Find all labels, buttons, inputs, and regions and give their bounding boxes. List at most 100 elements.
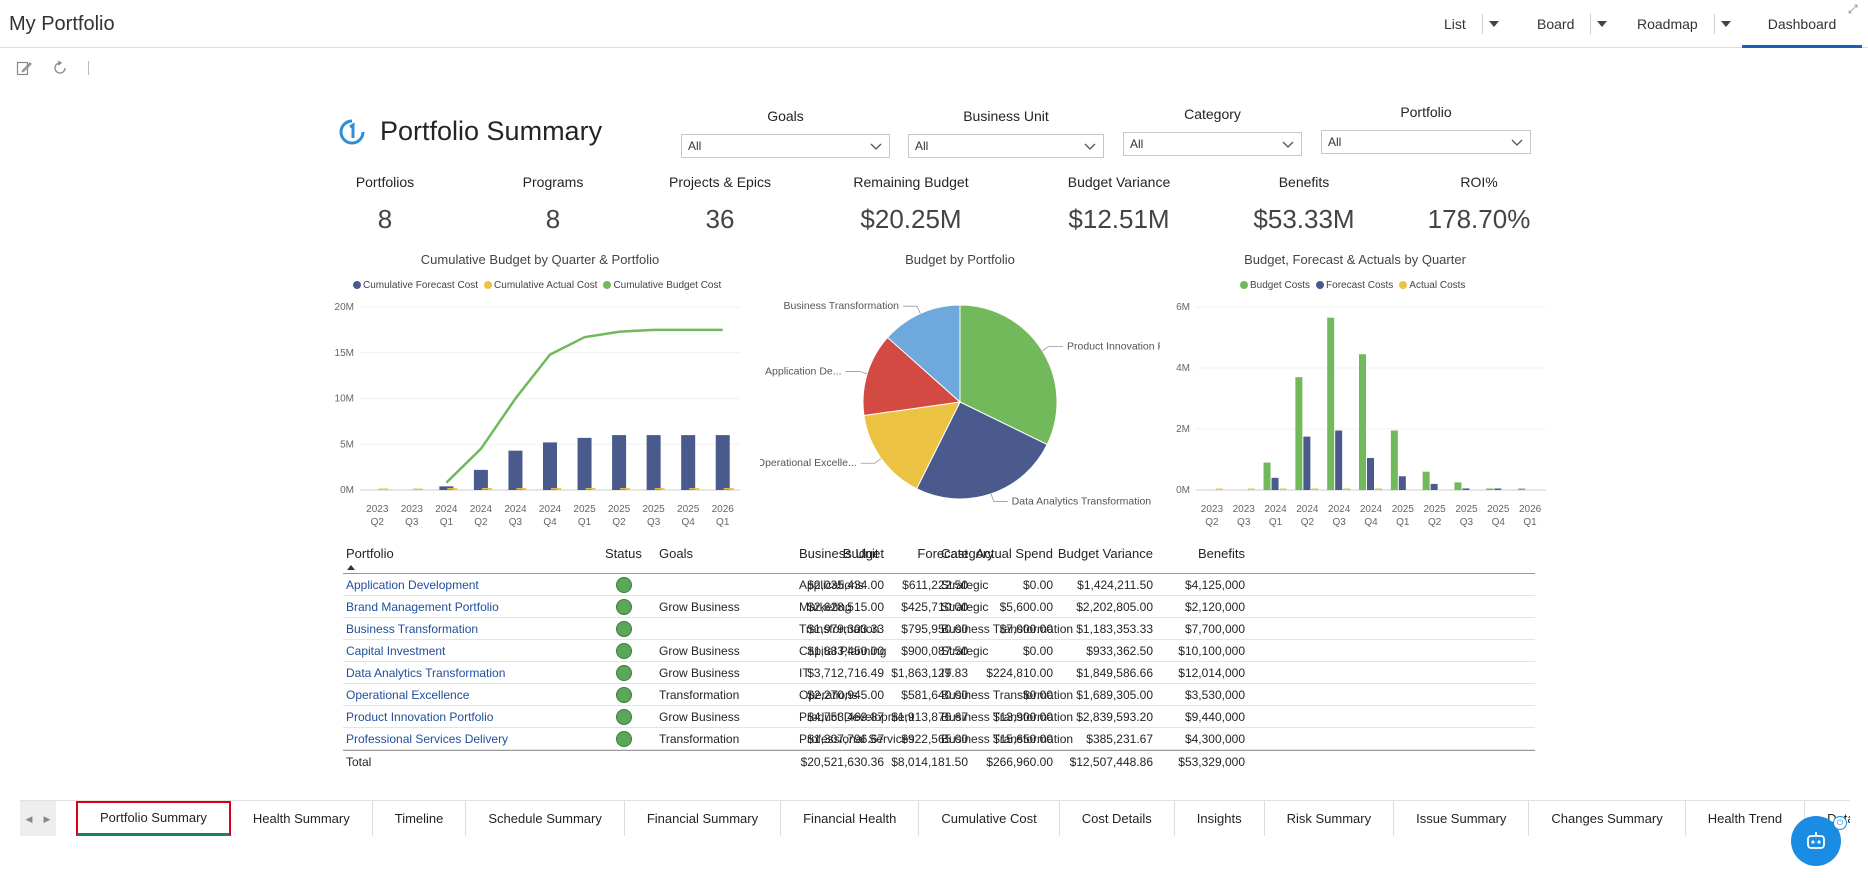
bar-forecast[interactable] — [1430, 483, 1438, 490]
pie-slice[interactable] — [915, 401, 1048, 500]
bar-forecast[interactable] — [1494, 488, 1502, 491]
bar-actual[interactable] — [1343, 488, 1351, 491]
table-row[interactable]: Professional Services Delivery Transforma… — [343, 728, 1535, 750]
legend-item[interactable]: Actual Costs — [1399, 280, 1465, 291]
bar-actual[interactable] — [1247, 488, 1255, 491]
portfolio-link[interactable]: Professional Services Delivery — [346, 732, 509, 746]
tab-financial-summary[interactable]: Financial Summary — [625, 801, 782, 836]
table-row[interactable]: Product Innovation Portfolio Grow Busines… — [343, 706, 1535, 728]
bar-budget[interactable] — [1359, 354, 1366, 490]
col-header-status[interactable]: Status — [605, 546, 642, 561]
table-row[interactable]: Business Transformation Transformation Bus… — [343, 618, 1535, 640]
portfolio-link[interactable]: Capital Investment — [346, 644, 446, 658]
table-row[interactable]: Capital Investment Grow Business Capital P… — [343, 640, 1535, 662]
bar-forecast[interactable] — [681, 435, 696, 490]
bar-budget[interactable] — [1327, 317, 1335, 490]
pie-slice[interactable] — [862, 336, 962, 417]
bar-actual[interactable] — [1375, 488, 1382, 491]
bar-actual[interactable] — [620, 488, 631, 490]
bar-forecast[interactable] — [577, 437, 592, 490]
filter-business-unit-select[interactable]: All — [908, 134, 1104, 158]
bar-forecast[interactable] — [1271, 477, 1279, 490]
bar-budget[interactable] — [1263, 462, 1271, 490]
portfolio-link[interactable]: Brand Management Portfolio — [346, 600, 499, 614]
tab-cost-details[interactable]: Cost Details — [1060, 801, 1175, 836]
bar-actual[interactable] — [516, 488, 527, 490]
bar-forecast[interactable] — [612, 435, 627, 490]
pie-slice[interactable] — [959, 304, 1058, 446]
bar-forecast[interactable] — [1462, 488, 1470, 490]
view-roadmap-label[interactable]: Roadmap — [1637, 16, 1698, 32]
chevron-down-icon[interactable] — [1488, 21, 1499, 27]
refresh-icon[interactable] — [52, 60, 68, 76]
tab-changes-summary[interactable]: Changes Summary — [1529, 801, 1686, 836]
tab-schedule-summary[interactable]: Schedule Summary — [466, 801, 625, 836]
col-header-budget[interactable]: Budget — [842, 546, 884, 561]
tab-insights[interactable]: Insights — [1175, 801, 1265, 836]
tab-issue-summary[interactable]: Issue Summary — [1394, 801, 1530, 836]
view-dashboard[interactable]: Dashboard — [1742, 0, 1862, 48]
bar-actual[interactable] — [585, 488, 596, 490]
pie-slice[interactable] — [863, 401, 961, 490]
legend-item[interactable]: Forecast Costs — [1316, 280, 1393, 291]
view-list-label[interactable]: List — [1444, 16, 1466, 32]
bar-actual[interactable] — [689, 488, 700, 490]
assistant-button[interactable] — [1791, 816, 1841, 866]
legend-item[interactable]: Cumulative Forecast Cost — [353, 280, 478, 291]
table-row[interactable]: Data Analytics Transformation Grow Busine… — [343, 662, 1535, 684]
view-roadmap[interactable]: Roadmap — [1627, 0, 1731, 48]
legend-item[interactable]: Cumulative Budget Cost — [603, 280, 721, 291]
bar-forecast[interactable] — [543, 442, 557, 490]
tab-risk-summary[interactable]: Risk Summary — [1265, 801, 1395, 836]
table-row[interactable]: Application Development Applications Strat… — [343, 574, 1535, 596]
pie-slice[interactable] — [886, 304, 961, 404]
filter-portfolio-select[interactable]: All — [1321, 130, 1531, 154]
bar-actual[interactable] — [447, 488, 458, 490]
bar-actual[interactable] — [551, 488, 561, 490]
col-header-category[interactable]: Category — [941, 546, 994, 561]
legend-item[interactable]: Cumulative Actual Cost — [484, 280, 597, 291]
tab-timeline[interactable]: Timeline — [373, 801, 467, 836]
table-row[interactable]: Operational Excellence Transformation Oper… — [343, 684, 1535, 706]
table-row[interactable]: Brand Management Portfolio Grow Business M… — [343, 596, 1535, 618]
tab-cumulative-cost[interactable]: Cumulative Cost — [919, 801, 1060, 836]
tab-health-trend[interactable]: Health Trend — [1686, 801, 1806, 836]
filter-goals-select[interactable]: All — [681, 134, 890, 158]
bar-actual[interactable] — [654, 488, 665, 490]
line-budget[interactable] — [445, 328, 723, 484]
bar-forecast[interactable] — [508, 450, 523, 490]
bar-forecast[interactable] — [715, 435, 730, 490]
edit-icon[interactable] — [16, 60, 32, 76]
legend-item[interactable]: Budget Costs — [1240, 280, 1310, 291]
bar-forecast[interactable] — [1303, 436, 1311, 490]
bar-budget[interactable] — [1486, 488, 1494, 491]
bar-budget[interactable] — [1390, 430, 1398, 490]
bar-forecast[interactable] — [473, 469, 488, 490]
bar-actual[interactable] — [378, 488, 389, 491]
bar-forecast[interactable] — [646, 435, 661, 490]
col-header-forecast[interactable]: Forecast — [917, 546, 968, 561]
tab-health-summary[interactable]: Health Summary — [231, 801, 373, 836]
chevron-right-icon[interactable]: ▶ — [43, 813, 51, 824]
bar-forecast[interactable] — [1335, 430, 1343, 490]
bar-forecast[interactable] — [1367, 457, 1374, 490]
chevron-down-icon[interactable] — [1720, 21, 1731, 27]
bar-budget[interactable] — [1454, 482, 1462, 490]
view-board[interactable]: Board — [1527, 0, 1608, 48]
col-header-goals[interactable]: Goals — [659, 546, 693, 561]
col-header-actual-spend[interactable]: Actual Spend — [975, 546, 1053, 561]
bar-actual[interactable] — [1215, 488, 1223, 491]
col-header-budget-variance[interactable]: Budget Variance — [1057, 546, 1153, 561]
bar-budget[interactable] — [1422, 471, 1430, 490]
bar-budget[interactable] — [1295, 377, 1303, 490]
chevron-left-icon[interactable]: ◀ — [25, 813, 33, 824]
col-header-benefits[interactable]: Benefits — [1198, 546, 1245, 561]
col-header-business-unit[interactable]: Business Unit — [799, 546, 879, 561]
view-board-label[interactable]: Board — [1537, 16, 1575, 32]
bar-forecast[interactable] — [1398, 476, 1406, 490]
view-list[interactable]: List — [1434, 0, 1499, 48]
bar-actual[interactable] — [1279, 488, 1287, 491]
expand-icon[interactable]: ⤢ — [1848, 2, 1858, 16]
bar-forecast[interactable] — [439, 486, 454, 490]
bar-budget[interactable] — [1518, 488, 1526, 491]
